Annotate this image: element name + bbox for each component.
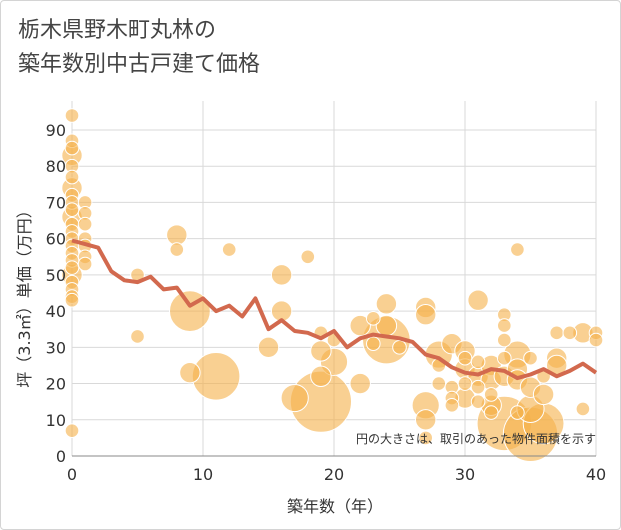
chart-title: 栃木県野木町丸林の 築年数別中古戸建て価格 [18, 14, 260, 82]
data-bubble [418, 430, 434, 446]
data-bubble [392, 340, 407, 355]
data-bubble [366, 336, 381, 352]
y-tick-label: 10 [46, 411, 66, 430]
data-bubble [77, 256, 93, 272]
y-tick-label: 90 [46, 121, 66, 140]
data-bubble [64, 140, 80, 156]
x-tick-label: 10 [193, 465, 213, 484]
data-bubble [349, 372, 371, 395]
data-bubble [532, 383, 555, 406]
y-tick-label: 50 [46, 266, 66, 285]
title-line-2: 築年数別中古戸建て価格 [18, 52, 261, 77]
data-bubble [310, 365, 332, 388]
x-tick-label: 20 [324, 465, 344, 484]
data-bubble [169, 242, 185, 257]
data-bubble [483, 387, 499, 402]
data-bubble [64, 260, 80, 275]
data-bubble [64, 108, 80, 123]
data-bubble [415, 409, 437, 431]
data-bubble [497, 318, 512, 333]
data-bubble [64, 202, 80, 217]
data-bubble [431, 376, 447, 391]
data-bubble [497, 350, 512, 366]
data-bubble [470, 379, 486, 395]
data-bubble [179, 361, 201, 384]
data-bubble [444, 397, 460, 413]
data-bubble [375, 293, 398, 315]
data-bubble [510, 405, 525, 420]
x-tick-label: 0 [67, 465, 77, 484]
data-bubble [523, 350, 538, 366]
y-tick-label: 30 [46, 338, 66, 357]
data-bubble [310, 340, 332, 362]
y-tick-label: 70 [46, 193, 66, 212]
y-tick-label: 60 [46, 230, 66, 249]
x-axis-label: 築年数（年） [287, 497, 383, 516]
data-bubble [457, 350, 473, 366]
data-bubble [300, 249, 316, 265]
data-bubble [280, 383, 309, 413]
size-note: 円の大きさは、取引のあった物件面積を示す [356, 431, 596, 446]
data-bubble [366, 311, 381, 326]
data-bubble [575, 401, 591, 417]
data-bubble [549, 325, 565, 341]
data-bubble [166, 224, 188, 246]
data-bubble [64, 169, 80, 185]
y-tick-label: 80 [46, 157, 66, 176]
data-bubble [483, 405, 499, 420]
data-bubble [510, 242, 525, 257]
average-price-line [71, 238, 598, 381]
axes: 0 10 20 30 40 50 60 70 80 90 0 10 20 30 40 [46, 121, 607, 484]
data-bubble [221, 242, 237, 257]
title-line-1: 栃木県野木町丸林の [18, 18, 217, 43]
y-axis-label: 坪（3.3㎡）単価（万円） [15, 202, 34, 387]
y-tick-label: 40 [46, 302, 66, 321]
bubble-series [61, 108, 604, 462]
data-bubble [64, 423, 80, 438]
x-tick-label: 30 [455, 465, 475, 484]
data-bubble [497, 332, 512, 348]
data-bubble [470, 354, 486, 370]
data-bubble [130, 329, 145, 344]
data-bubble [470, 394, 486, 409]
data-bubble [457, 376, 473, 391]
data-bubble [77, 216, 93, 232]
data-bubble [588, 332, 604, 348]
data-bubble [257, 336, 280, 359]
data-bubble [349, 314, 371, 337]
data-bubble [467, 289, 489, 311]
y-tick-label: 0 [56, 447, 66, 466]
y-tick-label: 20 [46, 375, 66, 394]
data-bubble [415, 304, 437, 326]
data-bubble [64, 292, 80, 308]
data-bubble [562, 325, 578, 341]
data-bubble [270, 264, 293, 286]
x-tick-label: 40 [586, 465, 606, 484]
